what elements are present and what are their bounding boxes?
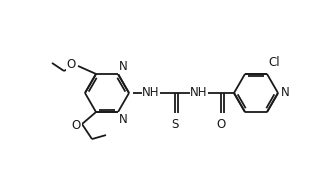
Text: O: O — [72, 119, 81, 132]
Text: S: S — [171, 118, 179, 131]
Text: O: O — [216, 118, 226, 131]
Text: Cl: Cl — [268, 56, 280, 69]
Text: O: O — [67, 58, 76, 71]
Text: N: N — [119, 113, 128, 126]
Text: N: N — [281, 87, 290, 99]
Text: NH: NH — [190, 87, 208, 99]
Text: N: N — [119, 60, 128, 73]
Text: NH: NH — [142, 87, 160, 99]
